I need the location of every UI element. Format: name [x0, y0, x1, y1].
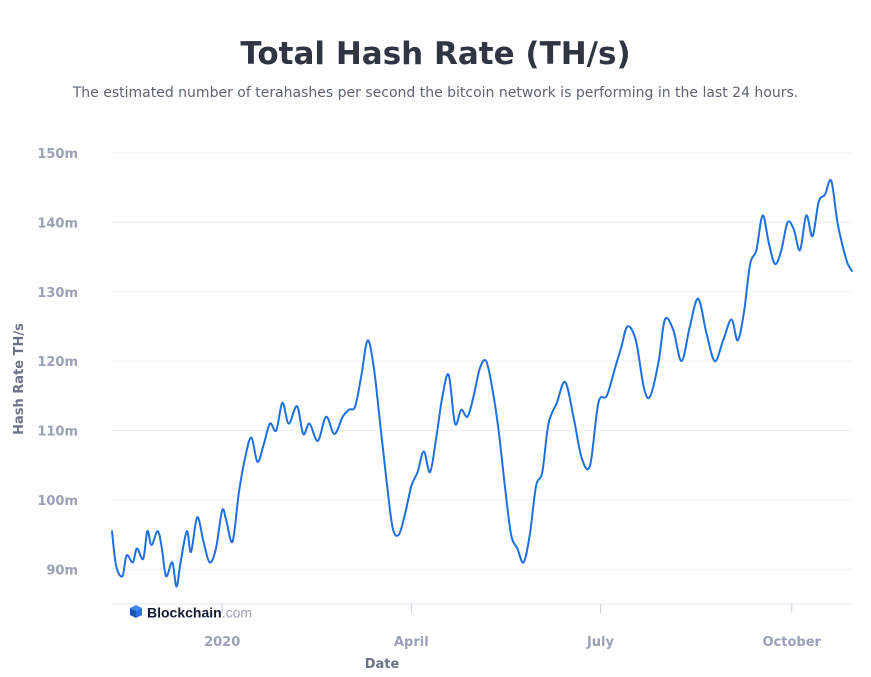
x-tick-label: April [394, 635, 429, 650]
y-tick-label: 120m [37, 355, 78, 370]
blockchain-logo: Blockchain.com [130, 605, 252, 621]
chart-title: Total Hash Rate (TH/s) [240, 36, 631, 72]
svg-text:Blockchain.com: Blockchain.com [147, 605, 252, 621]
x-tick-label: July [586, 635, 615, 650]
y-tick-label: 90m [46, 563, 78, 578]
blockchain-cube-icon [130, 605, 142, 618]
x-axis-label: Date [365, 657, 400, 672]
y-tick-label: 110m [37, 425, 78, 440]
x-tick-label: October [763, 635, 822, 650]
y-tick-label: 130m [37, 286, 78, 301]
x-axis: 2020 April July October [112, 603, 852, 650]
brand-suffix: .com [222, 605, 252, 621]
chart-subtitle: The estimated number of terahashes per s… [72, 85, 799, 101]
y-axis: 90m 100m 110m 120m 130m 140m 150m [37, 147, 78, 578]
y-tick-label: 100m [37, 494, 78, 509]
y-axis-label: Hash Rate TH/s [12, 323, 27, 435]
y-tick-label: 150m [37, 147, 78, 162]
brand-name: Blockchain [147, 605, 222, 621]
y-tick-label: 140m [37, 216, 78, 231]
hash-rate-line [111, 178, 853, 588]
x-tick-label: 2020 [204, 635, 240, 650]
grid [112, 152, 852, 570]
